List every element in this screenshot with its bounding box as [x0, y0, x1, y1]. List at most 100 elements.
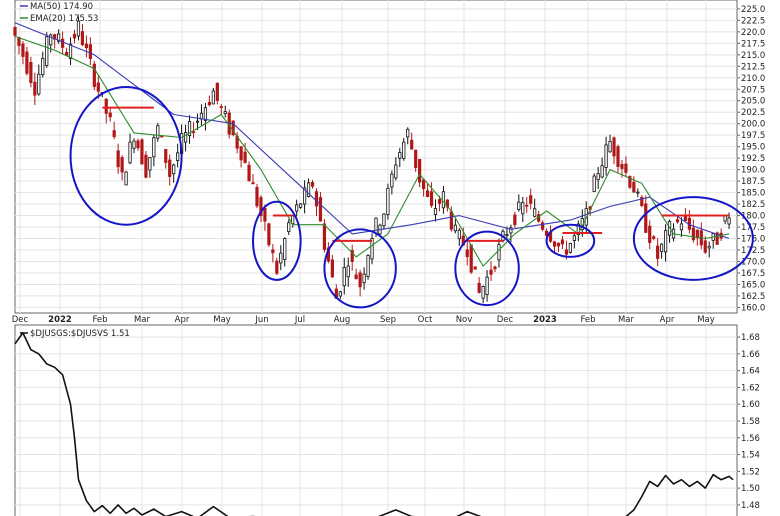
price-candle: [453, 224, 457, 232]
price-candle: [287, 222, 291, 232]
price-y-tick-label: 170.0: [741, 257, 765, 267]
ratio-y-tick-label: 1.64: [741, 367, 760, 377]
price-candle: [660, 243, 664, 252]
x-tick-label: Jul: [294, 315, 305, 325]
price-candle: [29, 61, 33, 83]
price-candle: [608, 141, 612, 153]
price-y-tick-label: 162.5: [741, 292, 765, 302]
price-candle: [136, 140, 140, 149]
price-candle: [219, 106, 223, 108]
price-candle: [195, 120, 200, 123]
price-candle: [552, 241, 557, 247]
price-candle: [310, 181, 315, 187]
price-candle: [164, 148, 168, 163]
price-y-tick-label: 180.0: [741, 212, 765, 222]
price-candle: [663, 230, 668, 253]
price-candle: [568, 243, 572, 253]
price-candle: [469, 244, 473, 273]
price-candle: [358, 272, 362, 288]
price-candle: [72, 33, 77, 39]
price-candle: [140, 139, 144, 165]
ratio-y-tick-label: 1.54: [741, 451, 760, 461]
price-candle: [370, 237, 374, 260]
price-candle: [96, 82, 100, 92]
price-candle: [529, 195, 533, 204]
price-candle: [449, 211, 453, 230]
price-candle: [41, 58, 45, 76]
price-candle: [283, 238, 287, 260]
price-candle: [652, 236, 656, 239]
ratio-y-tick-label: 1.56: [741, 434, 760, 444]
price-candle: [13, 27, 17, 36]
price-candle: [624, 163, 628, 173]
price-candle: [457, 229, 461, 240]
price-y-tick-label: 177.5: [741, 223, 765, 233]
price-candle: [37, 73, 41, 95]
price-candle: [513, 214, 517, 226]
price-candle: [275, 260, 279, 274]
price-candle: [374, 217, 378, 234]
price-candle: [422, 179, 426, 190]
price-candle: [104, 98, 108, 114]
price-candle: [346, 265, 350, 278]
price-candle: [183, 132, 188, 143]
price-candle: [656, 245, 660, 259]
price-candle: [33, 81, 37, 96]
price-candle: [267, 223, 271, 246]
x-tick-label: Aug: [334, 315, 351, 325]
price-y-tick-label: 207.5: [741, 85, 765, 95]
price-y-tick-label: 192.5: [741, 154, 765, 164]
price-candle: [156, 125, 160, 139]
price-candle: [521, 202, 525, 215]
price-candle: [418, 158, 422, 183]
price-candle: [279, 252, 283, 264]
price-candle: [17, 37, 21, 46]
x-tick-label: May: [213, 315, 231, 325]
price-candle: [322, 223, 327, 250]
price-candle: [57, 33, 61, 42]
price-candle: [386, 187, 390, 215]
price-candle: [604, 144, 608, 168]
price-candle: [648, 225, 652, 243]
price-candle: [632, 181, 636, 193]
price-y-tick-label: 187.5: [741, 177, 765, 187]
x-tick-label: 2022: [48, 315, 72, 325]
price-candle: [120, 157, 124, 173]
price-y-tick-label: 217.5: [741, 39, 765, 49]
price-candle: [168, 159, 172, 177]
price-candle: [644, 203, 648, 233]
price-candle: [299, 203, 303, 208]
price-candle: [564, 249, 569, 255]
price-candle: [402, 141, 406, 159]
price-y-tick-label: 172.5: [741, 246, 765, 256]
ratio-line: [14, 332, 734, 516]
price-candle: [76, 20, 81, 37]
price-candle: [207, 102, 211, 106]
price-candle: [215, 82, 219, 101]
price-candle: [425, 190, 430, 197]
price-candle: [433, 208, 438, 216]
price-candle: [414, 149, 418, 168]
x-tick-label: Dec: [497, 315, 514, 325]
x-tick-label: Apr: [660, 315, 675, 325]
price-candle: [49, 34, 53, 46]
price-candle: [318, 197, 323, 222]
price-candle: [544, 230, 549, 236]
x-tick-label: Oct: [418, 315, 433, 325]
price-candle: [354, 274, 358, 280]
price-candle: [707, 245, 711, 249]
price-candle: [679, 223, 684, 231]
price-candle: [271, 249, 275, 254]
ratio-y-tick-label: 1.60: [741, 400, 760, 410]
price-candle: [481, 286, 485, 299]
price-candle: [572, 235, 576, 241]
price-candle: [398, 152, 402, 159]
price-candle: [68, 43, 73, 59]
price-candle: [525, 204, 529, 207]
price-candle: [263, 208, 267, 222]
price-candle: [350, 250, 354, 262]
price-candle: [616, 146, 620, 167]
price-candle: [541, 222, 545, 230]
price-candle: [306, 182, 311, 197]
price-candle: [239, 146, 243, 161]
